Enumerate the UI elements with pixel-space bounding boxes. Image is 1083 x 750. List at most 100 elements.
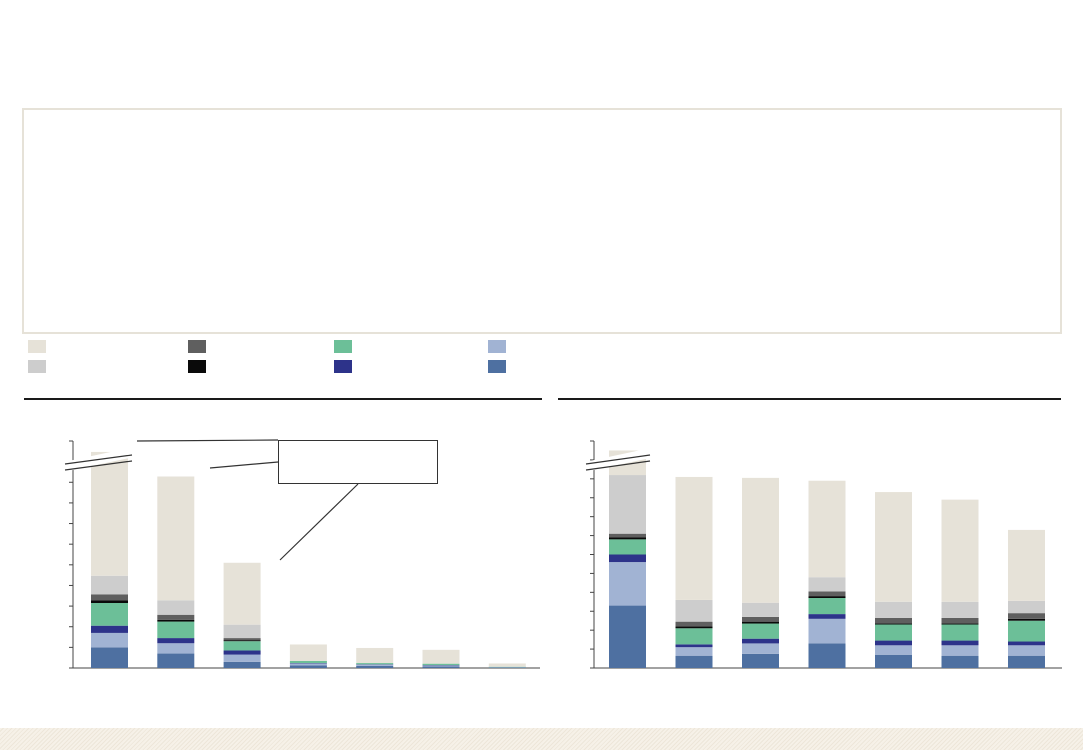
- bar-segment: [742, 638, 779, 644]
- bar-segment: [742, 623, 779, 639]
- bar-segment: [91, 632, 128, 648]
- bar-segment: [675, 655, 713, 668]
- left-stacked-bar-chart: [64, 440, 540, 669]
- bar-segment: [941, 499, 979, 602]
- bar-segment: [875, 617, 912, 624]
- legend-item-6: [334, 360, 358, 373]
- bar-segment: [675, 476, 713, 600]
- bar-segment: [941, 623, 979, 625]
- axis-break-line: [64, 460, 133, 471]
- bar-segment: [1008, 655, 1045, 668]
- bar-segment: [875, 645, 912, 655]
- bar-segment: [941, 645, 979, 656]
- bar-segment: [808, 596, 846, 599]
- bar-segment: [422, 649, 460, 664]
- bar-segment: [609, 539, 646, 555]
- bar-segment: [289, 644, 327, 661]
- description-box: [22, 108, 1062, 334]
- bar-segment: [675, 621, 713, 627]
- bar-segment: [808, 577, 846, 592]
- legend-item-3: [188, 340, 212, 353]
- bar-segment: [1008, 618, 1045, 621]
- legend-item-2: [28, 360, 52, 373]
- bar-segment: [289, 663, 327, 666]
- bar-segment: [941, 640, 979, 646]
- bar-segment: [609, 537, 646, 540]
- bar-segment: [223, 654, 261, 662]
- bar-segment: [422, 666, 460, 668]
- bar-segment: [675, 644, 713, 648]
- bar-segment: [609, 533, 646, 538]
- legend-swatch: [188, 360, 206, 373]
- bar-segment: [157, 619, 195, 622]
- bar-segment: [609, 554, 646, 563]
- bar-segment: [875, 624, 912, 641]
- bar-segment: [742, 616, 779, 622]
- bar-segment: [675, 599, 713, 622]
- bar-segment: [742, 621, 779, 624]
- bar-segment: [875, 640, 912, 646]
- bar-segment: [875, 623, 912, 625]
- bar-segment: [356, 647, 394, 664]
- bar-segment: [742, 477, 779, 603]
- bar-segment: [289, 665, 327, 668]
- bar-segment: [1008, 645, 1045, 656]
- bar-segment: [223, 562, 261, 625]
- bar-segment: [609, 605, 646, 668]
- bar-segment: [91, 575, 128, 595]
- bar-segment: [808, 591, 846, 597]
- bar-segment: [91, 625, 128, 633]
- bar-segment: [223, 638, 261, 641]
- bar-segment: [157, 653, 195, 668]
- bar-segment: [157, 621, 195, 639]
- bar-segment: [289, 660, 327, 664]
- bar-segment: [223, 641, 261, 651]
- bar-segment: [1008, 600, 1045, 614]
- bar-segment: [1008, 620, 1045, 642]
- bar-segment: [91, 594, 128, 601]
- legend-swatch: [28, 340, 46, 353]
- legend-item-4: [188, 360, 212, 373]
- legend-swatch: [488, 340, 506, 353]
- bar-segment: [808, 618, 846, 644]
- bar-segment: [356, 665, 394, 668]
- legend-item-7: [488, 340, 512, 353]
- bar-segment: [356, 663, 394, 665]
- bar-segment: [675, 647, 713, 656]
- bar-segment: [223, 650, 261, 655]
- legend-swatch: [28, 360, 46, 373]
- bar-segment: [875, 654, 912, 668]
- legend-item-8: [488, 360, 512, 373]
- bar-segment: [91, 602, 128, 626]
- bar-segment: [675, 626, 713, 629]
- bar-segment: [356, 664, 394, 666]
- bar-segment: [157, 614, 195, 620]
- bar-segment: [808, 614, 846, 619]
- right-panel-rule: [558, 398, 1061, 400]
- bar-segment: [808, 643, 846, 668]
- bar-segment: [422, 665, 460, 667]
- bar-segment: [875, 492, 912, 602]
- bar-segment: [157, 476, 195, 601]
- axis-break-line: [64, 454, 133, 465]
- bar-segment: [609, 562, 646, 606]
- bar-segment: [223, 624, 261, 639]
- legend: [28, 339, 528, 375]
- axis-break-line: [585, 454, 651, 465]
- bar-segment: [808, 480, 846, 578]
- bar-segment: [1008, 529, 1045, 601]
- bar-segment: [1008, 613, 1045, 619]
- bar-segment: [91, 451, 128, 576]
- bar-segment: [675, 628, 713, 645]
- bar-segment: [157, 638, 195, 644]
- bar-segment: [941, 617, 979, 624]
- bar-segment: [941, 624, 979, 641]
- bar-segment: [609, 475, 646, 534]
- legend-swatch: [334, 360, 352, 373]
- bar-segment: [91, 600, 128, 603]
- bar-segment: [223, 661, 261, 668]
- footer-strip: [0, 728, 1083, 750]
- bar-segment: [223, 640, 261, 642]
- legend-swatch: [188, 340, 206, 353]
- bar-segment: [157, 600, 195, 615]
